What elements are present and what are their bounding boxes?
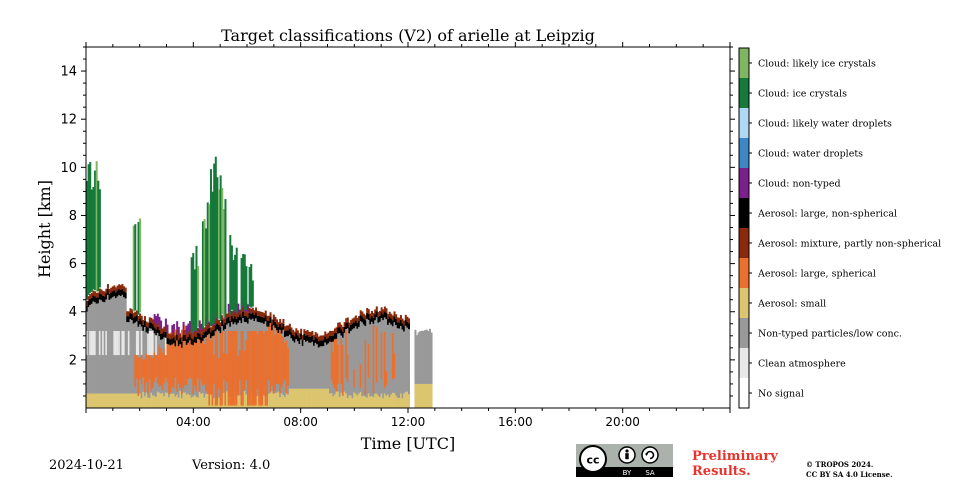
legend-class-label: Aerosol: small	[757, 299, 826, 310]
colorbar-frame	[738, 47, 750, 409]
preliminary-notice: Preliminary Results.	[692, 449, 778, 479]
legend-class-label: Cloud: water droplets	[758, 149, 863, 160]
colorbar-swatch	[739, 318, 749, 348]
preliminary-line-1: Preliminary	[692, 449, 778, 464]
date-label: 2024-10-21	[49, 458, 124, 473]
colorbar-swatch	[739, 378, 749, 408]
legend-class-label: Aerosol: large, spherical	[757, 269, 876, 280]
colorbar-swatch	[739, 198, 749, 228]
sa-label: SA	[645, 469, 655, 477]
plot-area	[86, 156, 433, 408]
legend-class-label: Cloud: likely water droplets	[758, 119, 892, 130]
legend-class-label: Non-typed particles/low conc.	[758, 329, 902, 340]
axes: 04:00 08:00 12:00 16:00 20:00 2 4 6 8 10 12 14	[60, 42, 735, 429]
colorbar-swatch	[739, 258, 749, 288]
colorbar-swatch	[739, 78, 749, 108]
colorbar-legend: No signal Clean atmosphere Non-typed parti…	[738, 47, 941, 409]
sa-share-alike-icon	[641, 446, 659, 464]
copyright-line-1: © TROPOS 2024.	[806, 460, 874, 469]
legend-class-label: Cloud: likely ice crystals	[758, 59, 876, 70]
y-tick-label: 8	[69, 209, 77, 224]
colorbar-swatch	[739, 228, 749, 258]
colorbar-swatch	[739, 108, 749, 138]
y-tick-label: 12	[60, 113, 77, 128]
x-tick-label: 04:00	[176, 415, 211, 429]
chart-title: Target classifications (V2) of arielle a…	[221, 26, 595, 45]
colorbar-swatch	[739, 48, 749, 78]
version-label: Version: 4.0	[192, 458, 271, 473]
by-label: BY	[623, 469, 632, 477]
legend-class-label: Aerosol: large, non-spherical	[757, 209, 897, 220]
y-tick-label: 6	[69, 257, 77, 272]
x-tick-label: 16:00	[498, 415, 533, 429]
legend-class-label: Aerosol: mixture, partly non-spherical	[757, 239, 941, 250]
x-axis-label: Time [UTC]	[361, 434, 455, 453]
x-tick-label: 20:00	[605, 415, 640, 429]
copyright-notice: © TROPOS 2024. CC BY SA 4.0 License.	[806, 460, 893, 480]
x-tick-label: 08:00	[283, 415, 318, 429]
y-tick-label: 10	[60, 161, 77, 176]
colorbar-swatch	[739, 168, 749, 198]
cc-icon	[579, 445, 607, 473]
cc-license-badge: cc BY SA	[576, 444, 673, 477]
legend-class-label: Clean atmosphere	[758, 359, 846, 370]
colorbar-swatch	[739, 288, 749, 318]
y-tick-label: 4	[69, 305, 77, 320]
legend-class-label: Cloud: non-typed	[758, 179, 841, 190]
legend-class-label: No signal	[758, 389, 804, 400]
colorbar-swatch	[739, 348, 749, 378]
y-axis-label: Height [km]	[35, 180, 54, 278]
preliminary-line-2: Results.	[692, 464, 751, 479]
copyright-line-2: CC BY SA 4.0 License.	[806, 470, 893, 479]
x-tick-label: 12:00	[391, 415, 426, 429]
colorbar-swatch	[739, 138, 749, 168]
classification-field	[86, 156, 433, 408]
y-tick-label: 2	[69, 353, 77, 368]
cc-text: cc	[586, 454, 599, 467]
legend-class-label: Cloud: ice crystals	[758, 89, 847, 100]
y-tick-label: 14	[60, 65, 77, 80]
